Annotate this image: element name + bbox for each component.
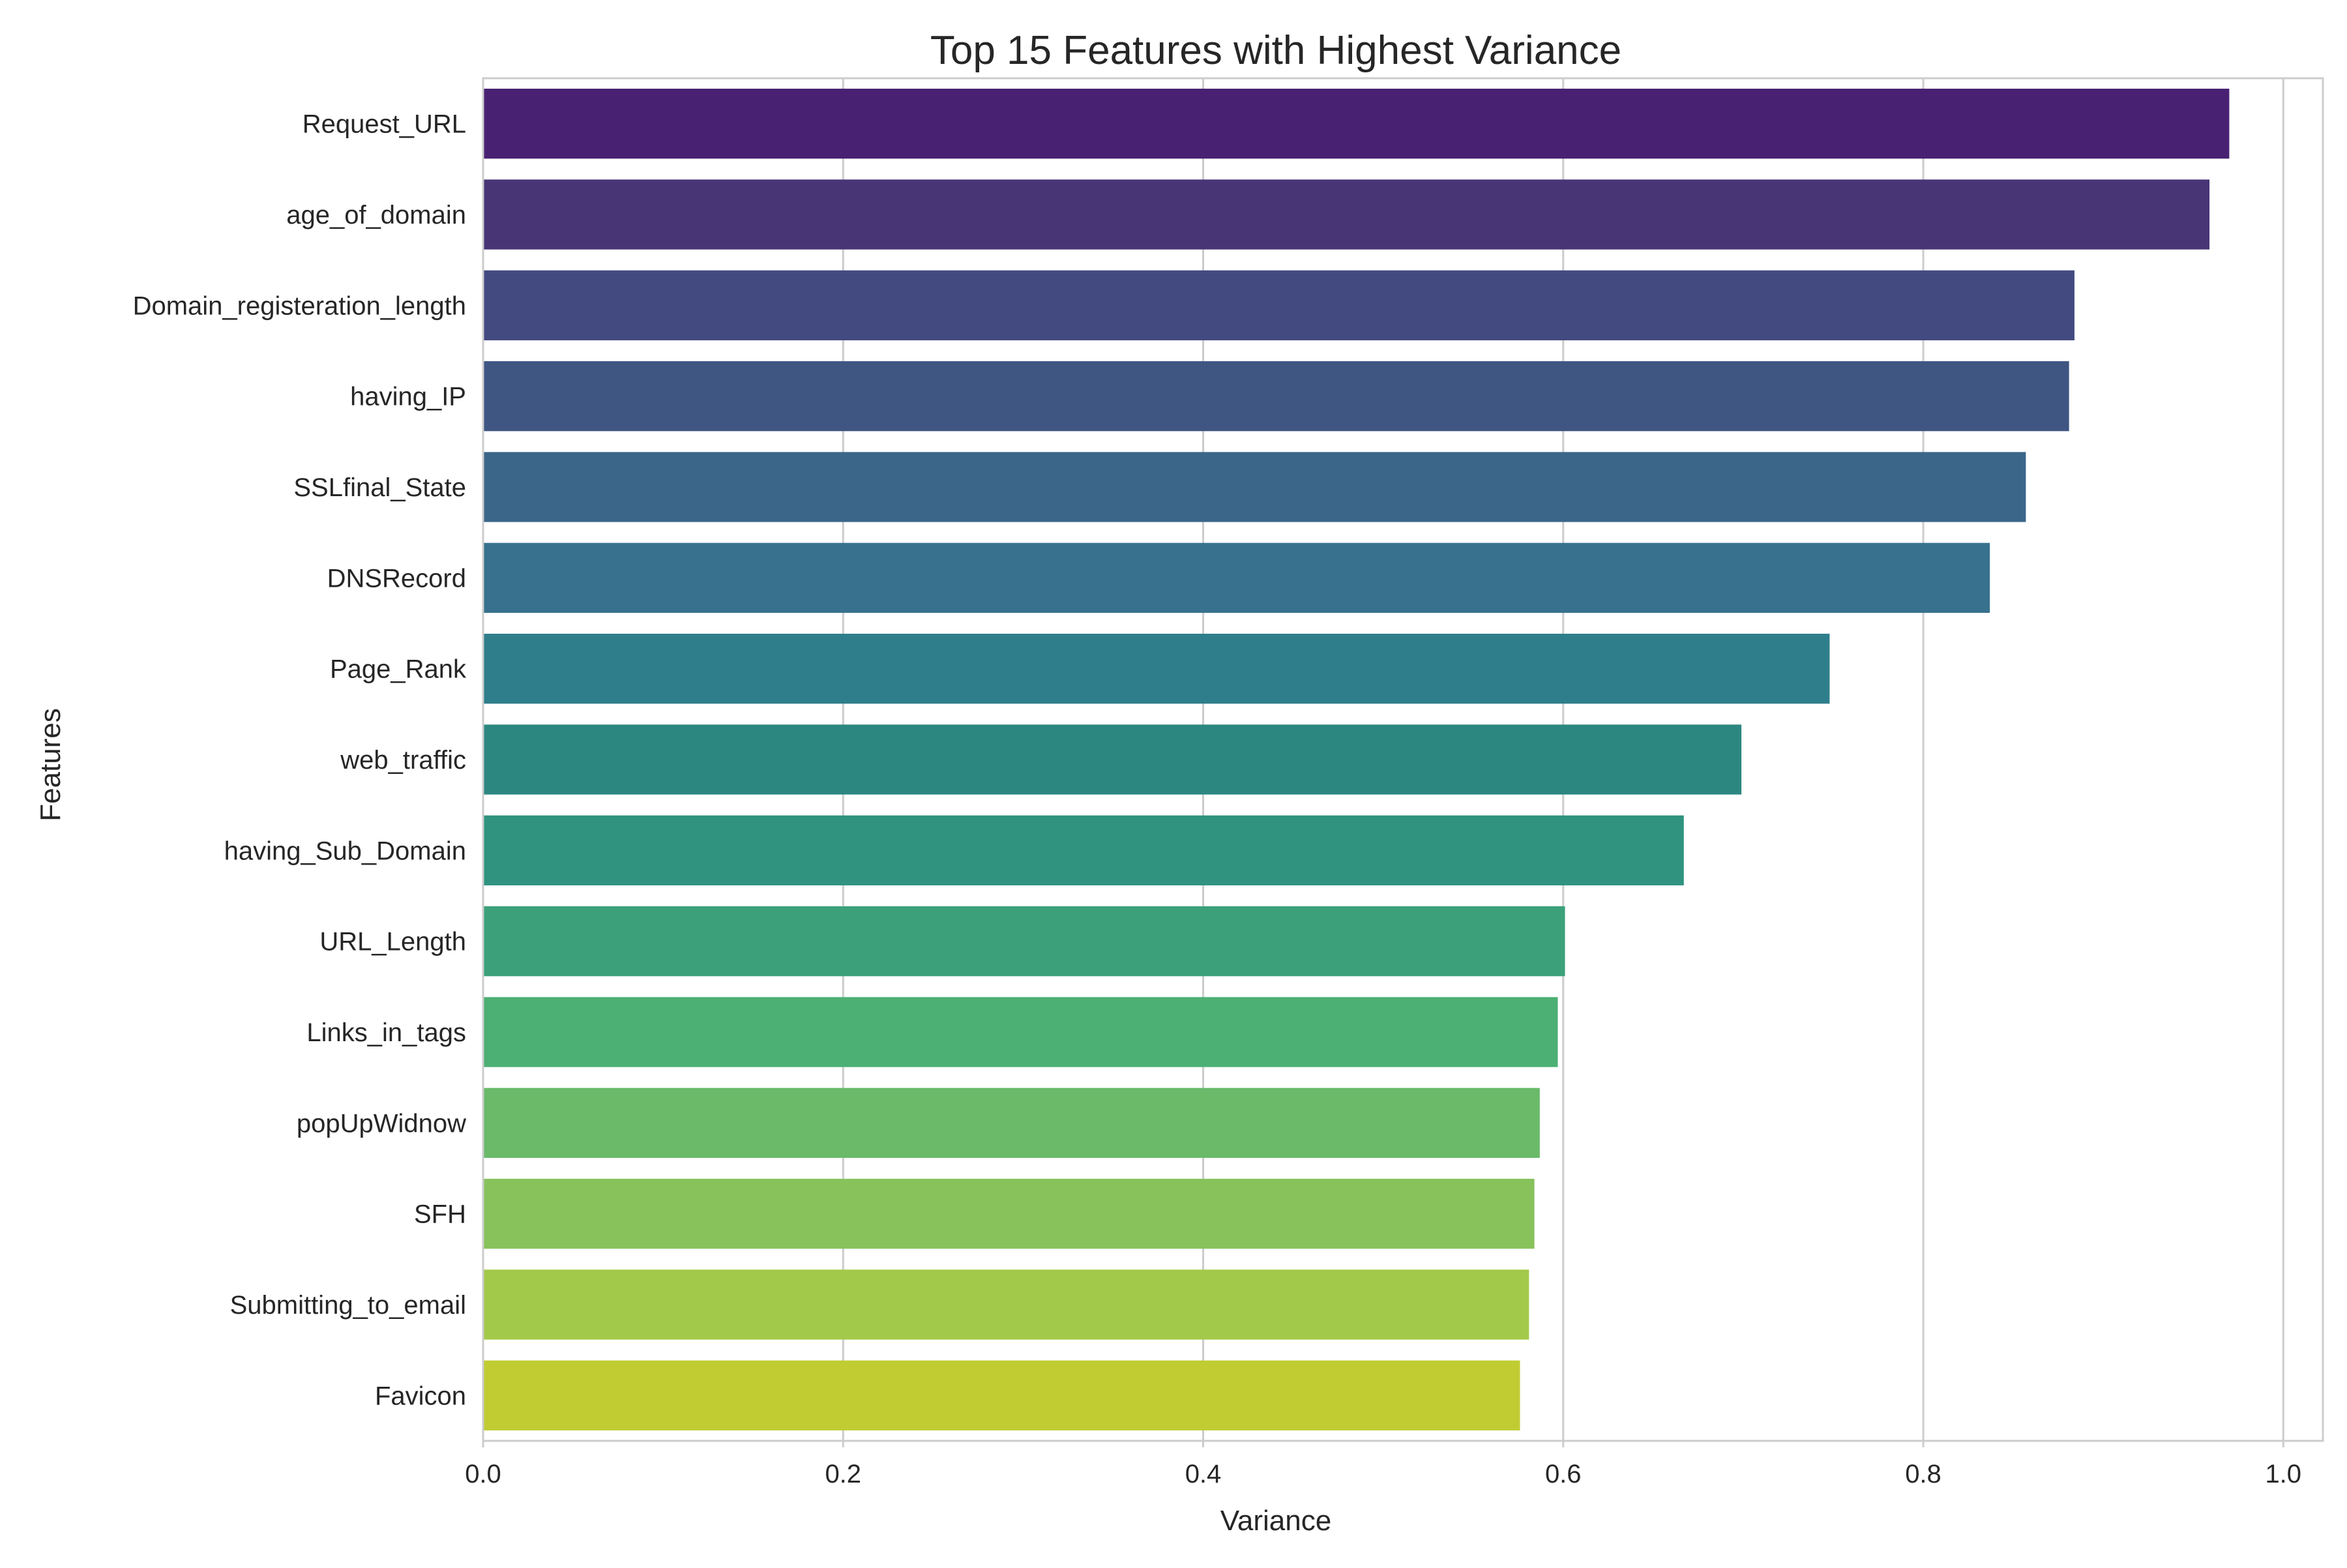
y-tick-label: Request_URL (303, 110, 466, 139)
y-tick-label: web_traffic (340, 746, 466, 775)
y-tick-label: SSLfinal_State (293, 473, 466, 502)
bar-popupwidnow (483, 1087, 1540, 1158)
x-tick-label: 0.4 (1185, 1460, 1222, 1488)
bar-dnsrecord (483, 542, 1990, 613)
y-axis-label: Features (35, 708, 66, 821)
bar-links-in-tags (483, 997, 1558, 1067)
bar-request-url (483, 89, 2230, 159)
y-tick-label: Submitting_to_email (230, 1291, 466, 1320)
x-tick-label: 0.8 (1905, 1460, 1941, 1488)
x-tick-label: 0.2 (825, 1460, 861, 1488)
y-tick-label: having_Sub_Domain (224, 836, 466, 865)
plot-border (482, 77, 2324, 1442)
x-tick-label: 1.0 (2265, 1460, 2301, 1488)
bar-favicon (483, 1360, 1520, 1430)
y-tick-label: SFH (414, 1200, 466, 1229)
bar-submitting-to-email (483, 1269, 1529, 1340)
y-tick-label: Favicon (375, 1382, 466, 1410)
plot-frame (482, 77, 2324, 1442)
x-axis-label: Variance (1220, 1505, 1331, 1537)
bar-sfh (483, 1179, 1535, 1249)
x-tick-label: 0.6 (1545, 1460, 1582, 1488)
y-tick-label: Page_Rank (330, 655, 467, 684)
bar-domain-registeration-length (483, 270, 2074, 340)
y-tick-label: URL_Length (319, 928, 466, 956)
bar-web-traffic (483, 724, 1742, 795)
y-tick-label: Domain_registeration_length (133, 291, 466, 320)
y-tick-labels: Request_URL age_of_domain Domain_registera… (133, 110, 467, 1411)
bar-having-sub-domain (483, 815, 1684, 885)
bars (483, 89, 2230, 1430)
y-tick-label: popUpWidnow (297, 1109, 466, 1138)
bar-having-ip (483, 361, 2069, 432)
bar-sslfinal-state (483, 452, 2026, 522)
x-tick-label: 0.0 (465, 1460, 501, 1488)
y-tick-label: Links_in_tags (306, 1018, 466, 1047)
x-tick-labels: 0.0 0.2 0.4 0.6 0.8 1.0 (465, 1441, 2301, 1488)
bar-page-rank (483, 634, 1830, 704)
chart-title: Top 15 Features with Highest Variance (930, 28, 1621, 73)
bar-url-length (483, 906, 1565, 977)
y-tick-label: DNSRecord (327, 564, 466, 593)
y-tick-label: having_IP (350, 383, 466, 411)
bar-age-of-domain (483, 179, 2210, 250)
y-tick-label: age_of_domain (286, 201, 466, 229)
